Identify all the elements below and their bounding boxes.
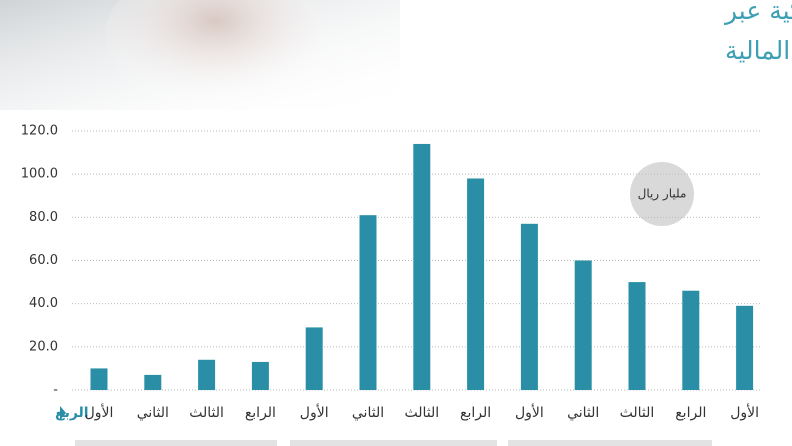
x-tick-label: الرابع bbox=[245, 405, 276, 421]
bar bbox=[413, 143, 431, 390]
x-tick-label: الثالث bbox=[620, 405, 655, 421]
x-tick-label: الرابع bbox=[675, 405, 706, 421]
y-tick-label: 40.0 bbox=[29, 296, 58, 311]
x-tick-label: الرابع bbox=[460, 405, 491, 421]
bar bbox=[574, 260, 592, 390]
x-tick-label: الثاني bbox=[352, 405, 384, 421]
x-tick-label: الأول bbox=[300, 403, 329, 421]
bar bbox=[628, 282, 646, 390]
year-group bbox=[508, 440, 712, 446]
title-line-1: في الأسهم الأمريكية عبر bbox=[723, 0, 792, 26]
unit-badge bbox=[630, 162, 694, 226]
y-tick-label: 80.0 bbox=[29, 210, 58, 225]
y-tick-label: 20.0 bbox=[29, 339, 58, 354]
header-photo-figure bbox=[105, 0, 325, 105]
x-tick-label: الثاني bbox=[137, 405, 169, 421]
year-group bbox=[75, 440, 277, 446]
x-tick-label: الثالث bbox=[189, 405, 224, 421]
x-tick-label: الأول bbox=[730, 403, 759, 421]
x-tick-label: الثالث bbox=[404, 405, 439, 421]
x-label-arrow bbox=[60, 406, 66, 420]
year-group bbox=[290, 440, 497, 446]
bar bbox=[736, 305, 754, 390]
bar bbox=[359, 215, 377, 390]
title-line-2: مؤسسات السوق المالية bbox=[725, 36, 792, 65]
bar bbox=[90, 368, 108, 390]
unit-label: مليار ريال bbox=[638, 187, 687, 202]
y-tick-label: 100.0 bbox=[21, 167, 58, 182]
bar bbox=[251, 361, 269, 390]
x-tick-label: الأول bbox=[85, 403, 114, 421]
bar bbox=[144, 374, 162, 390]
x-tick-label: الأول bbox=[515, 403, 544, 421]
bar bbox=[520, 223, 538, 390]
y-tick-label: 60.0 bbox=[29, 253, 58, 268]
bar bbox=[467, 178, 485, 390]
y-tick-label: - bbox=[53, 383, 58, 398]
x-tick-label: الثاني bbox=[567, 405, 599, 421]
x-axis-label: الربع bbox=[55, 405, 89, 421]
bar bbox=[305, 327, 323, 390]
y-tick-label: 120.0 bbox=[21, 124, 58, 139]
bar bbox=[682, 290, 700, 390]
bar bbox=[198, 359, 216, 390]
